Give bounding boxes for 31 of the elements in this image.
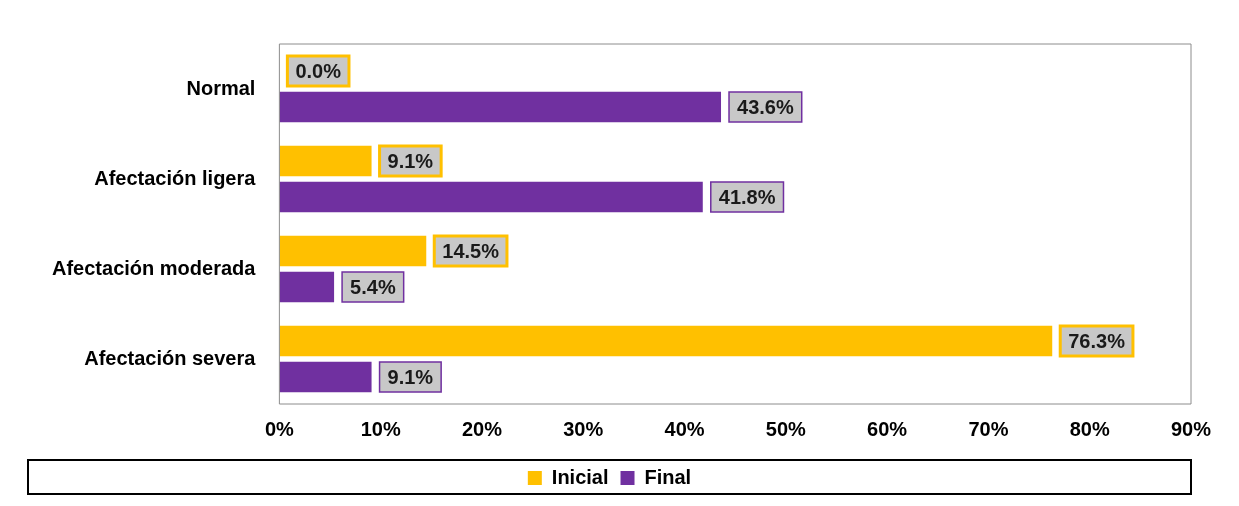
bar xyxy=(279,181,703,213)
data-label: 5.4% xyxy=(350,275,396,298)
bar xyxy=(279,325,1053,357)
y-tick-label: Afectación severa xyxy=(84,346,257,369)
x-tick-label: 20% xyxy=(461,417,503,440)
data-label: 43.6% xyxy=(737,95,794,118)
x-tick-label: 0% xyxy=(264,417,295,440)
y-tick-label: Normal xyxy=(186,76,256,99)
legend-label: Inicial xyxy=(551,465,609,488)
x-tick-label: 80% xyxy=(1069,417,1110,440)
x-tick-label: 40% xyxy=(664,417,705,440)
bar xyxy=(279,361,372,393)
data-label: 9.1% xyxy=(387,149,434,172)
legend-label: Final xyxy=(644,465,692,488)
x-tick-label: 30% xyxy=(563,417,604,440)
data-label: 9.1% xyxy=(387,365,434,388)
data-label: 0.0% xyxy=(295,59,342,82)
x-tick-label: 90% xyxy=(1170,417,1212,440)
x-tick-label: 60% xyxy=(867,417,908,440)
data-label: 76.3% xyxy=(1068,329,1126,352)
data-label: 14.5% xyxy=(442,239,500,262)
bar xyxy=(279,235,427,267)
y-tick-label: Afectación ligera xyxy=(94,166,257,189)
x-tick-label: 70% xyxy=(968,417,1009,440)
bar xyxy=(279,271,335,303)
x-tick-label: 50% xyxy=(765,417,807,440)
bar xyxy=(279,145,372,177)
x-tick-label: 10% xyxy=(360,417,401,440)
y-tick-label: Afectación moderada xyxy=(52,256,257,279)
data-label: 41.8% xyxy=(718,185,776,208)
bar xyxy=(279,91,722,123)
